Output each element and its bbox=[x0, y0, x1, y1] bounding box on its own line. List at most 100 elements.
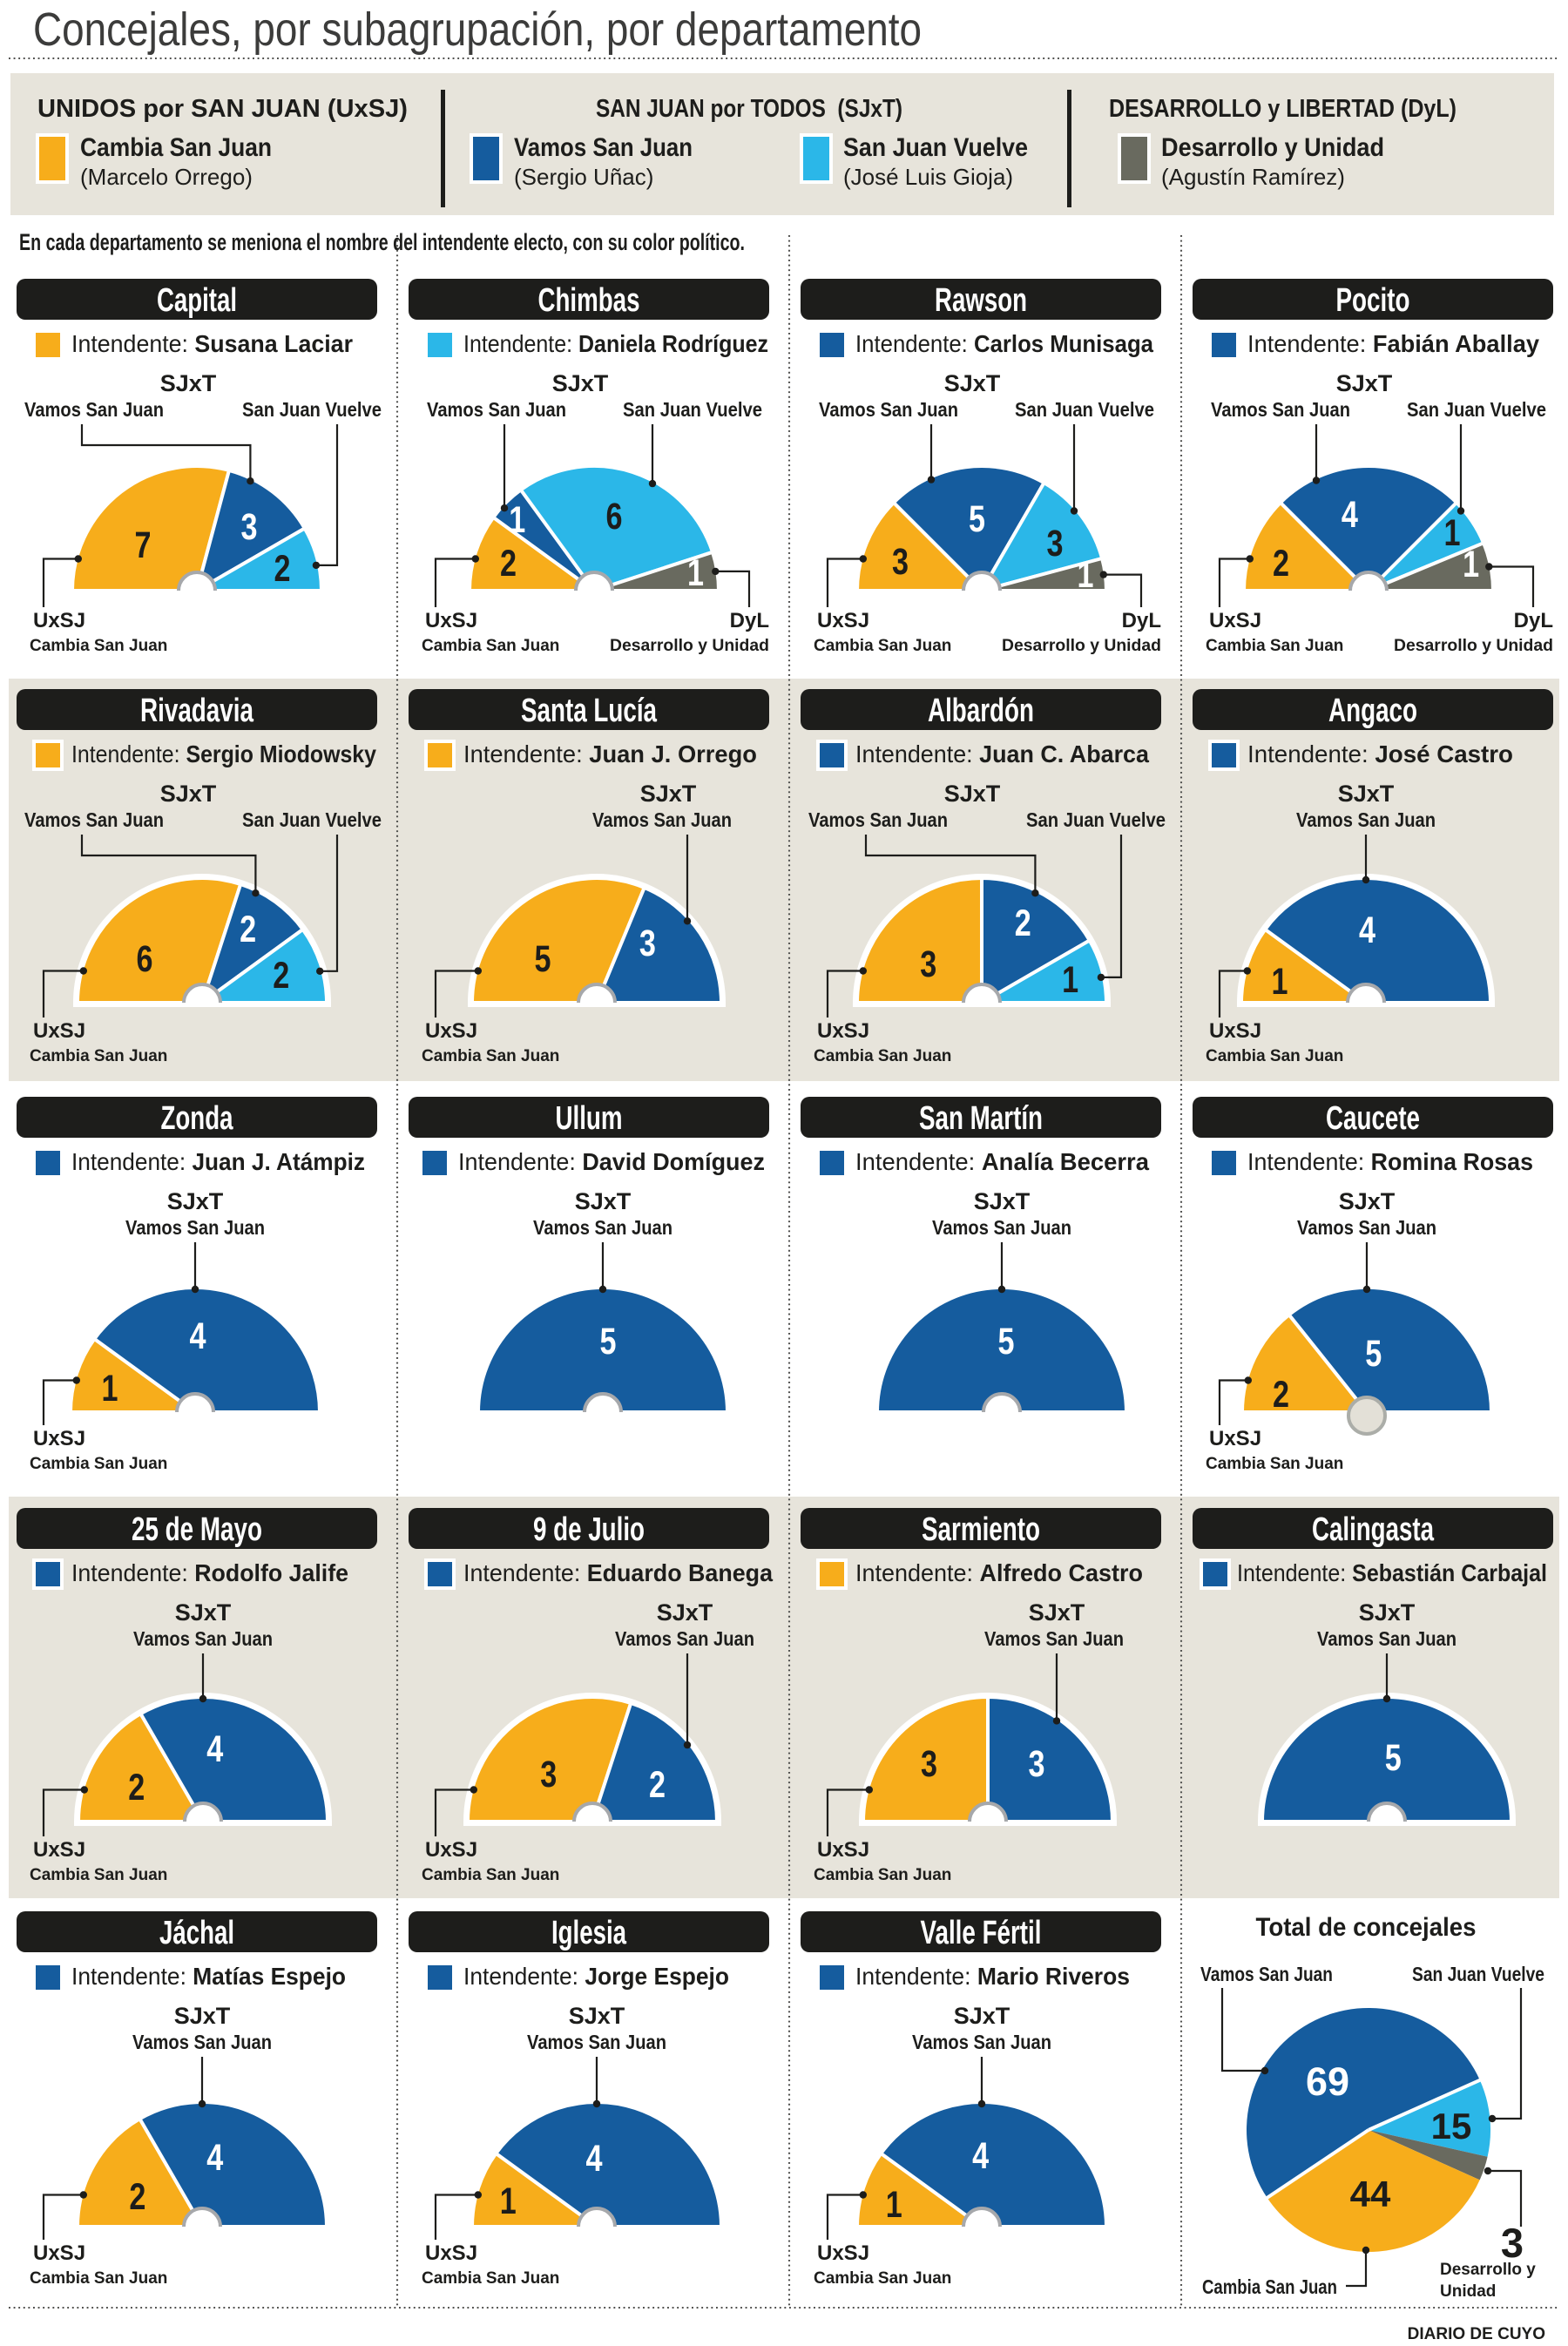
svg-text:Pocito: Pocito bbox=[1336, 282, 1410, 319]
svg-text:Intendente: Rodolfo Jalife: Intendente: Rodolfo Jalife bbox=[71, 1559, 348, 1586]
svg-text:San Juan Vuelve: San Juan Vuelve bbox=[1412, 1963, 1544, 1985]
svg-text:Vamos San Juan: Vamos San Juan bbox=[1296, 808, 1436, 831]
svg-text:Vamos San Juan: Vamos San Juan bbox=[514, 133, 693, 162]
svg-text:UxSJ: UxSJ bbox=[425, 2241, 477, 2265]
svg-text:San Juan Vuelve: San Juan Vuelve bbox=[623, 398, 762, 421]
svg-text:(Sergio Uñac): (Sergio Uñac) bbox=[514, 164, 653, 190]
svg-text:SJxT: SJxT bbox=[575, 1188, 632, 1214]
svg-text:1: 1 bbox=[509, 499, 525, 541]
svg-text:SJxT: SJxT bbox=[569, 2003, 625, 2029]
svg-text:Chimbas: Chimbas bbox=[538, 282, 640, 319]
svg-text:1: 1 bbox=[1272, 961, 1288, 1003]
svg-text:Zonda: Zonda bbox=[161, 1100, 234, 1137]
svg-text:Vamos San Juan: Vamos San Juan bbox=[24, 398, 164, 421]
svg-text:SJxT: SJxT bbox=[944, 781, 1001, 807]
svg-text:25 de Mayo: 25 de Mayo bbox=[132, 1511, 262, 1548]
svg-text:4: 4 bbox=[1342, 494, 1358, 536]
svg-text:3: 3 bbox=[1501, 2220, 1524, 2266]
svg-text:UxSJ: UxSJ bbox=[33, 1427, 85, 1450]
svg-text:Desarrollo y Unidad: Desarrollo y Unidad bbox=[1161, 133, 1384, 162]
svg-text:SJxT: SJxT bbox=[1339, 1188, 1396, 1214]
svg-text:5: 5 bbox=[535, 938, 551, 980]
svg-text:San Juan Vuelve: San Juan Vuelve bbox=[1026, 808, 1166, 831]
svg-text:SJxT: SJxT bbox=[974, 1188, 1031, 1214]
svg-text:Rivadavia: Rivadavia bbox=[140, 693, 254, 729]
svg-text:SJxT: SJxT bbox=[552, 370, 609, 396]
svg-text:Intendente: Juan C. Abarca: Intendente: Juan C. Abarca bbox=[855, 740, 1149, 767]
svg-text:Intendente: Fabián Aballay: Intendente: Fabián Aballay bbox=[1247, 330, 1539, 357]
svg-text:Santa Lucía: Santa Lucía bbox=[521, 693, 658, 729]
svg-text:2: 2 bbox=[649, 1764, 666, 1806]
svg-text:4: 4 bbox=[206, 2137, 223, 2179]
svg-text:Concejales, por subagrupación,: Concejales, por subagrupación, por depar… bbox=[33, 3, 922, 56]
svg-text:Desarrollo y Unidad: Desarrollo y Unidad bbox=[1394, 637, 1553, 655]
svg-text:2: 2 bbox=[500, 543, 517, 585]
svg-text:Cambia San Juan: Cambia San Juan bbox=[422, 2269, 559, 2288]
svg-text:Vamos San Juan: Vamos San Juan bbox=[819, 398, 958, 421]
svg-text:SJxT: SJxT bbox=[1336, 370, 1393, 396]
svg-text:Intendente: Susana Laciar: Intendente: Susana Laciar bbox=[71, 330, 353, 357]
svg-text:UxSJ: UxSJ bbox=[33, 1838, 85, 1862]
svg-text:3: 3 bbox=[540, 1754, 557, 1795]
svg-text:Intendente: Analía Becerra: Intendente: Analía Becerra bbox=[855, 1148, 1149, 1175]
svg-text:Vamos San Juan: Vamos San Juan bbox=[133, 1627, 273, 1650]
svg-text:San Juan Vuelve: San Juan Vuelve bbox=[1015, 398, 1154, 421]
svg-text:Intendente: Mario Riveros: Intendente: Mario Riveros bbox=[855, 1963, 1130, 1990]
svg-text:5: 5 bbox=[969, 498, 985, 540]
svg-text:Vamos San Juan: Vamos San Juan bbox=[1211, 398, 1350, 421]
svg-text:1: 1 bbox=[500, 2180, 517, 2222]
svg-text:SJxT: SJxT bbox=[1338, 781, 1395, 807]
svg-text:(José Luis Gioja): (José Luis Gioja) bbox=[843, 164, 1013, 190]
svg-text:Vamos San Juan: Vamos San Juan bbox=[125, 1216, 265, 1239]
svg-text:Intendente: Romina Rosas: Intendente: Romina Rosas bbox=[1247, 1148, 1533, 1175]
svg-text:Intendente: José Castro: Intendente: José Castro bbox=[1247, 740, 1513, 767]
svg-text:DyL: DyL bbox=[1514, 609, 1553, 632]
svg-text:Cambia San Juan: Cambia San Juan bbox=[30, 1866, 167, 1884]
svg-text:SJxT: SJxT bbox=[175, 1599, 232, 1626]
svg-text:Calingasta: Calingasta bbox=[1312, 1511, 1435, 1548]
svg-text:UxSJ: UxSJ bbox=[817, 1838, 869, 1862]
svg-text:Total de concejales: Total de concejales bbox=[1256, 1913, 1477, 1942]
svg-text:5: 5 bbox=[998, 1321, 1015, 1362]
svg-text:44: 44 bbox=[1350, 2174, 1391, 2214]
svg-text:1: 1 bbox=[102, 1368, 118, 1410]
svg-text:Jáchal: Jáchal bbox=[159, 1915, 234, 1951]
svg-text:Caucete: Caucete bbox=[1326, 1100, 1420, 1137]
svg-text:Cambia San Juan: Cambia San Juan bbox=[1206, 637, 1343, 655]
svg-text:Vamos San Juan: Vamos San Juan bbox=[912, 2031, 1051, 2053]
svg-text:Intendente: Jorge Espejo: Intendente: Jorge Espejo bbox=[463, 1963, 729, 1990]
svg-text:UxSJ: UxSJ bbox=[1209, 1019, 1261, 1043]
svg-text:Intendente: Eduardo Banega: Intendente: Eduardo Banega bbox=[463, 1559, 773, 1586]
svg-text:Albardón: Albardón bbox=[928, 693, 1034, 729]
svg-text:UxSJ: UxSJ bbox=[425, 1019, 477, 1043]
svg-text:DyL: DyL bbox=[1122, 609, 1161, 632]
svg-text:SAN JUAN por TODOS (SJxT): SAN JUAN por TODOS (SJxT) bbox=[596, 95, 902, 123]
svg-text:Valle Fértil: Valle Fértil bbox=[921, 1915, 1042, 1951]
svg-text:3: 3 bbox=[1029, 1743, 1045, 1785]
svg-text:DESARROLLO y LIBERTAD (DyL): DESARROLLO y LIBERTAD (DyL) bbox=[1109, 95, 1456, 123]
svg-text:Vamos San Juan: Vamos San Juan bbox=[132, 2031, 272, 2053]
svg-text:6: 6 bbox=[606, 496, 623, 537]
svg-text:Cambia San Juan: Cambia San Juan bbox=[1206, 1455, 1343, 1473]
svg-text:Cambia San Juan: Cambia San Juan bbox=[1202, 2275, 1337, 2298]
svg-text:Desarrollo y Unidad: Desarrollo y Unidad bbox=[1002, 637, 1161, 655]
svg-text:2: 2 bbox=[1015, 903, 1031, 944]
svg-text:3: 3 bbox=[639, 923, 656, 964]
svg-text:Intendente: Carlos Munisaga: Intendente: Carlos Munisaga bbox=[855, 330, 1153, 357]
svg-text:Rawson: Rawson bbox=[935, 282, 1027, 319]
svg-text:2: 2 bbox=[128, 1767, 145, 1809]
svg-text:UxSJ: UxSJ bbox=[817, 2241, 869, 2265]
svg-text:San Juan Vuelve: San Juan Vuelve bbox=[1407, 398, 1546, 421]
svg-text:4: 4 bbox=[190, 1315, 206, 1357]
svg-text:Intendente: David Domíguez: Intendente: David Domíguez bbox=[458, 1148, 765, 1175]
svg-text:UxSJ: UxSJ bbox=[1209, 1427, 1261, 1450]
svg-text:Capital: Capital bbox=[157, 282, 237, 319]
svg-text:Vamos San Juan: Vamos San Juan bbox=[527, 2031, 666, 2053]
svg-text:SJxT: SJxT bbox=[954, 2003, 1010, 2029]
svg-text:(Agustín Ramírez): (Agustín Ramírez) bbox=[1161, 164, 1345, 190]
svg-text:SJxT: SJxT bbox=[640, 781, 697, 807]
svg-text:4: 4 bbox=[206, 1728, 223, 1770]
svg-text:SJxT: SJxT bbox=[174, 2003, 231, 2029]
svg-text:UxSJ: UxSJ bbox=[33, 1019, 85, 1043]
svg-text:Cambia San Juan: Cambia San Juan bbox=[814, 637, 951, 655]
